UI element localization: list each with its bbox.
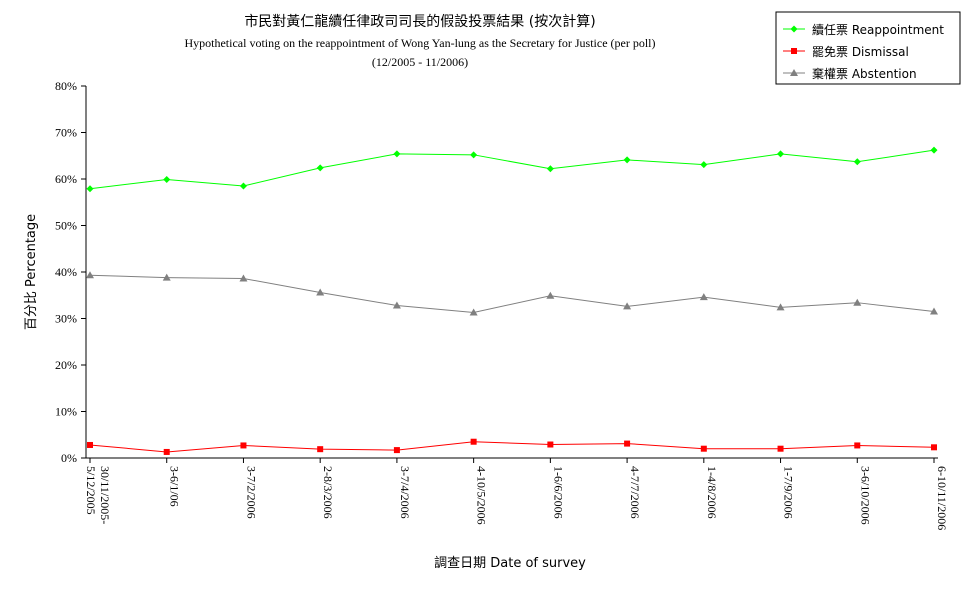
data-point <box>854 442 861 449</box>
x-tick-label: 6-10/11/2006 <box>935 466 949 530</box>
legend-marker <box>790 69 798 76</box>
legend: 續任票 Reappointment 罷免票 Dismissal 棄權票 Absten… <box>775 11 961 85</box>
data-point <box>624 440 631 447</box>
data-point <box>853 298 862 306</box>
y-tick-label: 30% <box>55 312 77 326</box>
data-point <box>163 448 170 455</box>
y-tick-label: 0% <box>61 451 77 465</box>
y-axis-label: 百分比 Percentage <box>24 214 39 330</box>
series-line <box>89 274 935 313</box>
x-tick-label-line: 3-7/2/2006 <box>244 466 258 519</box>
y-tick-label: 40% <box>55 265 77 279</box>
legend-label: 續任票 Reappointment <box>812 22 944 37</box>
data-point <box>623 156 631 164</box>
chart-subtitle: Hypothetical voting on the reappointment… <box>184 36 655 50</box>
x-tick-label: 4-10/5/2006 <box>475 466 489 525</box>
chart-period: (12/2005 - 11/2006) <box>372 55 468 69</box>
data-point <box>87 441 93 448</box>
x-tick-label: 1-7/9/2006 <box>782 466 796 519</box>
series-line <box>89 441 935 453</box>
data-point <box>163 175 171 183</box>
data-point <box>853 158 861 166</box>
data-point <box>86 185 94 193</box>
x-tick-label-line: 3-6/1/06 <box>168 466 182 507</box>
data-point <box>239 274 248 282</box>
legend-marker <box>790 25 798 33</box>
y-tick-label: 50% <box>55 219 77 233</box>
data-point <box>469 308 478 316</box>
x-tick-label: 3-7/2/2006 <box>244 466 258 519</box>
data-point <box>931 444 937 451</box>
x-tick-label-line: 6-10/11/2006 <box>935 466 949 530</box>
data-point <box>546 291 555 299</box>
data-point <box>162 273 171 281</box>
x-tick-label: 3-6/1/06 <box>168 466 182 507</box>
x-tick-label-line: 5/12/2005 <box>84 466 98 515</box>
data-point <box>470 151 478 159</box>
chart-title: 市民對黃仁龍續任律政司司長的假設投票結果 (按次計算) <box>244 13 595 30</box>
x-tick-label: 2-8/3/2006 <box>321 466 335 519</box>
data-point <box>393 150 401 158</box>
data-point <box>240 442 247 449</box>
x-tick-label-line: 3-6/10/2006 <box>858 466 872 525</box>
y-tick-label: 80% <box>55 79 77 93</box>
y-tick-label: 60% <box>55 172 77 186</box>
series-line <box>89 149 935 190</box>
x-tick-label-line: 1-7/9/2006 <box>782 466 796 519</box>
y-tick-label: 70% <box>55 126 77 140</box>
data-point <box>700 445 707 452</box>
data-point <box>930 307 938 315</box>
x-tick-label: 3-7/4/2006 <box>398 466 412 519</box>
data-point <box>86 271 94 279</box>
data-point <box>623 302 632 310</box>
data-point <box>470 438 477 445</box>
x-tick-label-line: 2-8/3/2006 <box>321 466 335 519</box>
x-tick-label: 4-7/7/2006 <box>628 466 642 519</box>
x-axis-label: 調查日期 Date of survey <box>434 556 586 571</box>
data-point <box>777 150 785 158</box>
x-tick-label: 30/11/2005-5/12/2005 <box>84 466 112 524</box>
x-tick-label-line: 4-7/7/2006 <box>628 466 642 519</box>
x-tick-label-line: 30/11/2005- <box>98 466 112 524</box>
data-point <box>546 165 554 173</box>
x-tick-label-line: 1-6/6/2006 <box>551 466 565 519</box>
data-point <box>316 288 325 296</box>
data-point <box>547 441 554 448</box>
legend-marker <box>791 48 797 54</box>
x-tick-label-line: 1-4/8/2006 <box>705 466 719 519</box>
data-point <box>776 303 785 311</box>
data-point <box>699 293 708 301</box>
plot-area: 0% 10% 20% 30% 40% 50% 60% 70% 80% 30/11/2005-5/1… <box>55 79 949 530</box>
data-point <box>316 164 324 172</box>
x-tick-label: 1-4/8/2006 <box>705 466 719 519</box>
x-tick-label: 1-6/6/2006 <box>551 466 565 519</box>
data-point <box>392 301 401 309</box>
legend-label: 罷免票 Dismissal <box>812 44 909 59</box>
data-point <box>239 182 247 190</box>
y-tick-label: 20% <box>55 358 77 372</box>
x-tick-label-line: 4-10/5/2006 <box>475 466 489 525</box>
x-tick-label: 3-6/10/2006 <box>858 466 872 525</box>
y-tick-label: 10% <box>55 405 77 419</box>
legend-label: 棄權票 Abstention <box>812 66 917 81</box>
data-point <box>700 161 708 169</box>
data-point <box>930 146 938 154</box>
data-point <box>393 447 400 454</box>
data-point <box>317 446 324 453</box>
legend-box <box>775 11 961 85</box>
data-point <box>777 445 784 452</box>
x-tick-label-line: 3-7/4/2006 <box>398 466 412 519</box>
